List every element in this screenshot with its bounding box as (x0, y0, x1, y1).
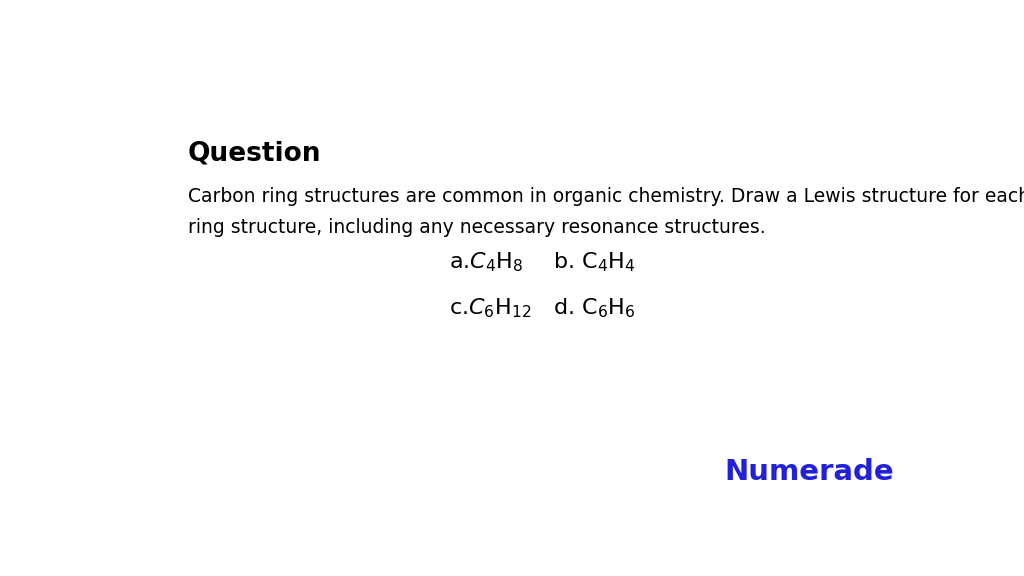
Text: Question: Question (187, 140, 321, 166)
Text: b. $\mathrm{C}_4\mathrm{H}_4$: b. $\mathrm{C}_4\mathrm{H}_4$ (553, 250, 635, 274)
Text: Numerade: Numerade (724, 458, 894, 486)
Text: Carbon ring structures are common in organic chemistry. Draw a Lewis structure f: Carbon ring structures are common in org… (187, 187, 1024, 206)
Text: ring structure, including any necessary resonance structures.: ring structure, including any necessary … (187, 218, 765, 237)
Text: a.$\mathit{C}_4\mathrm{H}_8$: a.$\mathit{C}_4\mathrm{H}_8$ (450, 250, 524, 274)
Text: d. $\mathrm{C}_6\mathrm{H}_6$: d. $\mathrm{C}_6\mathrm{H}_6$ (553, 297, 635, 320)
Text: c.$\mathit{C}_6\mathrm{H}_{12}$: c.$\mathit{C}_6\mathrm{H}_{12}$ (450, 297, 531, 320)
